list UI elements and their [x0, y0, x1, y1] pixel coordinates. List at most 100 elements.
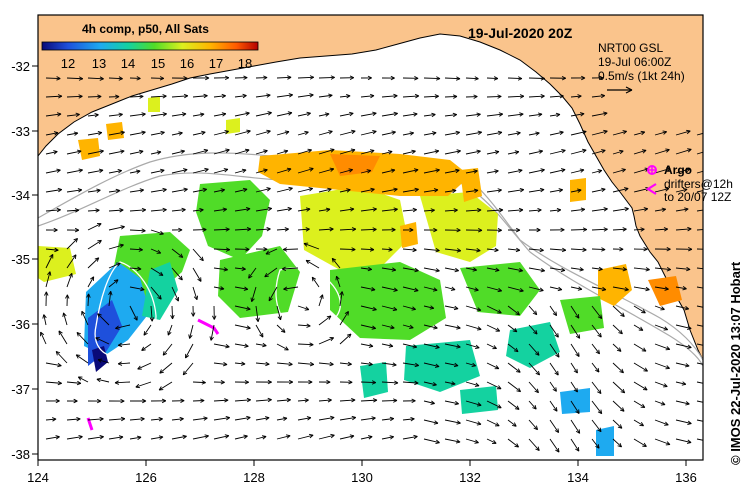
current-arrow [234, 187, 248, 193]
current-arrow [507, 187, 525, 193]
current-arrow [150, 130, 165, 136]
current-arrow [591, 207, 608, 212]
current-arrow [276, 227, 289, 232]
current-arrow [423, 149, 440, 155]
current-arrow [162, 343, 173, 356]
current-arrow [171, 434, 187, 440]
current-arrow [486, 343, 497, 350]
current-arrow [381, 93, 398, 99]
current-arrow [633, 419, 644, 427]
current-arrow [66, 380, 82, 386]
current-arrow [129, 266, 142, 271]
current-arrow [171, 248, 184, 258]
current-arrow [402, 187, 419, 193]
current-arrow [129, 207, 147, 213]
current-arrow [402, 362, 419, 368]
current-arrow [234, 266, 246, 272]
current-arrow [108, 112, 123, 117]
current-arrow [297, 111, 311, 117]
current-arrow [339, 75, 355, 80]
current-arrow [66, 398, 78, 404]
current-arrow [549, 94, 564, 99]
current-arrow [381, 343, 394, 348]
current-arrow [654, 438, 671, 446]
current-arrow [87, 112, 99, 118]
current-arrow [654, 130, 667, 136]
current-arrow [549, 247, 567, 253]
current-arrow [486, 381, 502, 390]
current-arrow [141, 343, 152, 351]
current-arrow [570, 305, 580, 319]
current-arrow [66, 272, 73, 288]
current-arrow [108, 208, 124, 213]
argo-float-icon [647, 165, 657, 175]
current-arrow [276, 379, 294, 385]
current-arrow [381, 75, 395, 81]
current-arrow [381, 435, 394, 440]
current-arrow [255, 397, 272, 403]
current-arrow [612, 438, 622, 448]
current-arrow [66, 208, 80, 213]
current-arrow [171, 149, 185, 155]
current-arrow [108, 398, 125, 404]
current-arrow [549, 168, 566, 174]
current-arrow [129, 130, 146, 136]
current-arrow [423, 286, 438, 292]
current-arrow [528, 343, 540, 356]
current-arrow [318, 93, 333, 98]
current-arrow [507, 381, 522, 393]
current-arrow [675, 305, 690, 311]
x-tick-label: 124 [27, 470, 49, 485]
current-arrow [87, 94, 102, 99]
current-arrow [486, 207, 504, 213]
current-arrow [360, 111, 377, 117]
current-arrow [402, 286, 419, 292]
current-arrow [268, 286, 278, 302]
current-arrow [444, 227, 461, 233]
current-arrow [108, 169, 122, 174]
current-arrow [612, 227, 627, 232]
current-arrow [402, 112, 418, 117]
current-arrow [297, 75, 315, 80]
current-arrow [234, 168, 247, 174]
current-arrow [654, 343, 671, 351]
current-arrow [171, 398, 185, 403]
current-arrow [97, 313, 110, 326]
current-arrow [444, 248, 462, 253]
current-arrow [528, 400, 537, 410]
current-arrow [570, 168, 585, 174]
current-arrow [360, 149, 375, 155]
current-arrow [150, 150, 162, 155]
current-arrow [465, 130, 483, 136]
current-arrow [234, 247, 250, 252]
current-arrow [549, 130, 564, 136]
current-arrow [192, 248, 204, 262]
current-arrow [696, 400, 703, 403]
current-arrow [612, 305, 625, 317]
current-arrow [570, 419, 581, 434]
current-arrow [87, 276, 95, 288]
current-arrow [66, 227, 80, 233]
current-arrow [255, 111, 272, 117]
current-arrow [528, 112, 543, 117]
current-arrow [591, 362, 600, 373]
current-arrow [675, 343, 692, 349]
current-arrow [318, 315, 332, 326]
current-arrow [171, 416, 184, 422]
current-arrow [117, 342, 131, 348]
current-arrow [549, 419, 560, 433]
current-arrow [297, 130, 309, 136]
y-tick-label: -35 [11, 252, 30, 267]
current-arrow [507, 438, 520, 448]
current-arrow [360, 324, 377, 330]
sst-patches [38, 96, 682, 456]
colorbar-title: 4h comp, p50, All Sats [82, 22, 209, 36]
y-tick-label: -32 [11, 59, 30, 74]
current-arrow [150, 112, 167, 117]
current-arrow [381, 416, 395, 422]
current-arrow [143, 324, 152, 336]
current-arrow [213, 398, 229, 403]
current-arrow [633, 267, 650, 272]
current-arrow [402, 247, 417, 253]
current-arrow [297, 187, 314, 193]
